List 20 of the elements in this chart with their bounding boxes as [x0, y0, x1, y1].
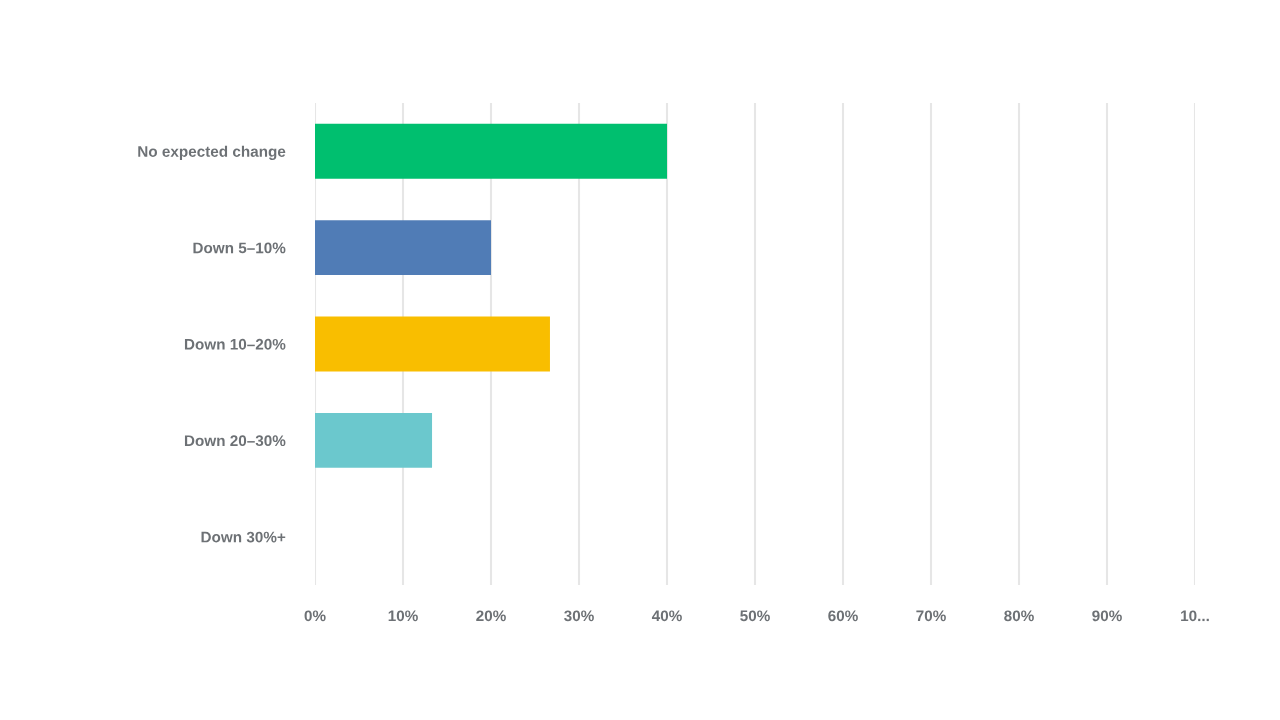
x-tick-label: 10...: [1181, 610, 1209, 622]
y-tick-label: No expected change: [138, 145, 286, 160]
x-tick-label: 0%: [304, 610, 326, 622]
bar: [315, 220, 491, 276]
x-tick-label: 80%: [1004, 610, 1034, 622]
bar: [315, 316, 550, 372]
x-tick-label: 70%: [916, 610, 946, 622]
x-tick-label: 60%: [828, 610, 858, 622]
x-tick-label: 40%: [651, 610, 682, 622]
y-tick-label: Down 5–10%: [193, 242, 286, 254]
x-tick-label: 90%: [1092, 610, 1122, 622]
y-tick-label: Down 30%+: [201, 531, 286, 543]
x-tick-label: 20%: [476, 610, 506, 622]
bar: [315, 123, 667, 179]
x-tick-label: 50%: [740, 610, 770, 622]
bar: [315, 412, 433, 468]
x-tick-label: 30%: [564, 610, 594, 622]
y-tick-label: Down 20–30%: [184, 435, 286, 447]
y-tick-label: Down 10–20%: [184, 338, 286, 350]
x-tick-label: 10%: [388, 610, 418, 622]
